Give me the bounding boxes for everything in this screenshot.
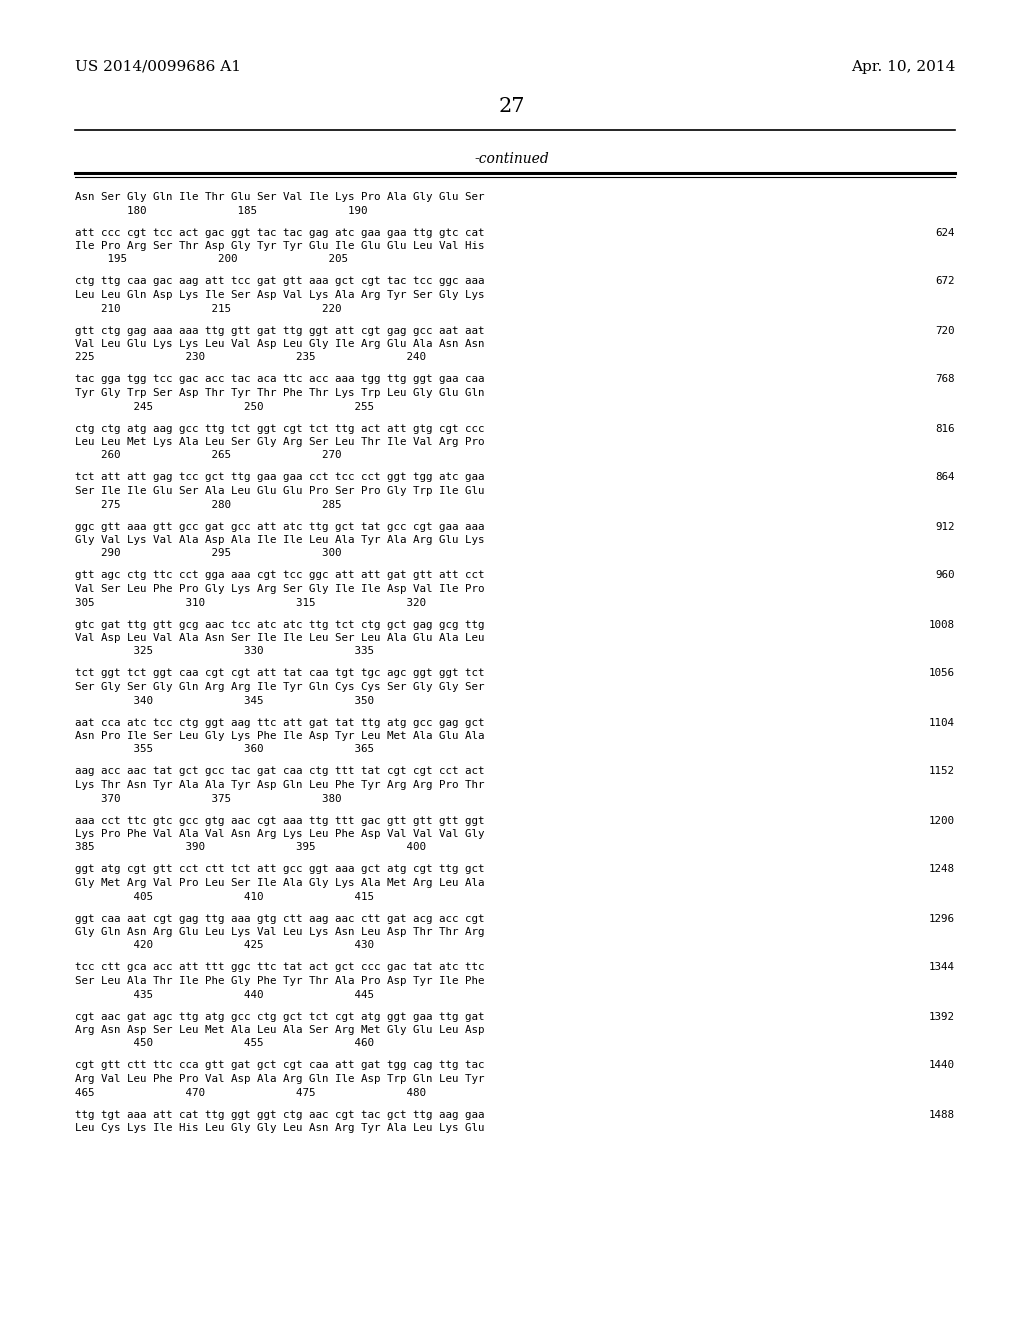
- Text: 290              295              300: 290 295 300: [75, 549, 341, 558]
- Text: 450              455              460: 450 455 460: [75, 1039, 374, 1048]
- Text: 275              280              285: 275 280 285: [75, 499, 341, 510]
- Text: ctg ttg caa gac aag att tcc gat gtt aaa gct cgt tac tcc ggc aaa: ctg ttg caa gac aag att tcc gat gtt aaa …: [75, 276, 484, 286]
- Text: 864: 864: [936, 473, 955, 483]
- Text: 465              470              475              480: 465 470 475 480: [75, 1088, 426, 1097]
- Text: 768: 768: [936, 375, 955, 384]
- Text: 1008: 1008: [929, 619, 955, 630]
- Text: 340              345              350: 340 345 350: [75, 696, 374, 705]
- Text: att ccc cgt tcc act gac ggt tac tac gag atc gaa gaa ttg gtc cat: att ccc cgt tcc act gac ggt tac tac gag …: [75, 227, 484, 238]
- Text: ctg ctg atg aag gcc ttg tct ggt cgt tct ttg act att gtg cgt ccc: ctg ctg atg aag gcc ttg tct ggt cgt tct …: [75, 424, 484, 433]
- Text: 27: 27: [499, 96, 525, 116]
- Text: 405              410              415: 405 410 415: [75, 891, 374, 902]
- Text: Arg Asn Asp Ser Leu Met Ala Leu Ala Ser Arg Met Gly Glu Leu Asp: Arg Asn Asp Ser Leu Met Ala Leu Ala Ser …: [75, 1026, 484, 1035]
- Text: 816: 816: [936, 424, 955, 433]
- Text: gtt ctg gag aaa aaa ttg gtt gat ttg ggt att cgt gag gcc aat aat: gtt ctg gag aaa aaa ttg gtt gat ttg ggt …: [75, 326, 484, 335]
- Text: 1440: 1440: [929, 1060, 955, 1071]
- Text: Gly Val Lys Val Ala Asp Ala Ile Ile Leu Ala Tyr Ala Arg Glu Lys: Gly Val Lys Val Ala Asp Ala Ile Ile Leu …: [75, 535, 484, 545]
- Text: Lys Pro Phe Val Ala Val Asn Arg Lys Leu Phe Asp Val Val Val Gly: Lys Pro Phe Val Ala Val Asn Arg Lys Leu …: [75, 829, 484, 840]
- Text: ggt atg cgt gtt cct ctt tct att gcc ggt aaa gct atg cgt ttg gct: ggt atg cgt gtt cct ctt tct att gcc ggt …: [75, 865, 484, 874]
- Text: tac gga tgg tcc gac acc tac aca ttc acc aaa tgg ttg ggt gaa caa: tac gga tgg tcc gac acc tac aca ttc acc …: [75, 375, 484, 384]
- Text: 210              215              220: 210 215 220: [75, 304, 341, 314]
- Text: 1488: 1488: [929, 1110, 955, 1119]
- Text: 180              185              190: 180 185 190: [75, 206, 368, 215]
- Text: Asn Ser Gly Gln Ile Thr Glu Ser Val Ile Lys Pro Ala Gly Glu Ser: Asn Ser Gly Gln Ile Thr Glu Ser Val Ile …: [75, 191, 484, 202]
- Text: Leu Leu Met Lys Ala Leu Ser Gly Arg Ser Leu Thr Ile Val Arg Pro: Leu Leu Met Lys Ala Leu Ser Gly Arg Ser …: [75, 437, 484, 447]
- Text: 420              425              430: 420 425 430: [75, 940, 374, 950]
- Text: ttg tgt aaa att cat ttg ggt ggt ctg aac cgt tac gct ttg aag gaa: ttg tgt aaa att cat ttg ggt ggt ctg aac …: [75, 1110, 484, 1119]
- Text: 672: 672: [936, 276, 955, 286]
- Text: cgt gtt ctt ttc cca gtt gat gct cgt caa att gat tgg cag ttg tac: cgt gtt ctt ttc cca gtt gat gct cgt caa …: [75, 1060, 484, 1071]
- Text: US 2014/0099686 A1: US 2014/0099686 A1: [75, 59, 241, 74]
- Text: 305              310              315              320: 305 310 315 320: [75, 598, 426, 607]
- Text: aat cca atc tcc ctg ggt aag ttc att gat tat ttg atg gcc gag gct: aat cca atc tcc ctg ggt aag ttc att gat …: [75, 718, 484, 727]
- Text: tct att att gag tcc gct ttg gaa gaa cct tcc cct ggt tgg atc gaa: tct att att gag tcc gct ttg gaa gaa cct …: [75, 473, 484, 483]
- Text: 1392: 1392: [929, 1011, 955, 1022]
- Text: Ser Leu Ala Thr Ile Phe Gly Phe Tyr Thr Ala Pro Asp Tyr Ile Phe: Ser Leu Ala Thr Ile Phe Gly Phe Tyr Thr …: [75, 975, 484, 986]
- Text: 624: 624: [936, 227, 955, 238]
- Text: 195              200              205: 195 200 205: [75, 255, 348, 264]
- Text: 1344: 1344: [929, 962, 955, 973]
- Text: 1104: 1104: [929, 718, 955, 727]
- Text: ggt caa aat cgt gag ttg aaa gtg ctt aag aac ctt gat acg acc cgt: ggt caa aat cgt gag ttg aaa gtg ctt aag …: [75, 913, 484, 924]
- Text: Lys Thr Asn Tyr Ala Ala Tyr Asp Gln Leu Phe Tyr Arg Arg Pro Thr: Lys Thr Asn Tyr Ala Ala Tyr Asp Gln Leu …: [75, 780, 484, 789]
- Text: Leu Cys Lys Ile His Leu Gly Gly Leu Asn Arg Tyr Ala Leu Lys Glu: Leu Cys Lys Ile His Leu Gly Gly Leu Asn …: [75, 1123, 484, 1133]
- Text: cgt aac gat agc ttg atg gcc ctg gct tct cgt atg ggt gaa ttg gat: cgt aac gat agc ttg atg gcc ctg gct tct …: [75, 1011, 484, 1022]
- Text: gtc gat ttg gtt gcg aac tcc atc atc ttg tct ctg gct gag gcg ttg: gtc gat ttg gtt gcg aac tcc atc atc ttg …: [75, 619, 484, 630]
- Text: Apr. 10, 2014: Apr. 10, 2014: [851, 59, 955, 74]
- Text: Gly Gln Asn Arg Glu Leu Lys Val Leu Lys Asn Leu Asp Thr Thr Arg: Gly Gln Asn Arg Glu Leu Lys Val Leu Lys …: [75, 927, 484, 937]
- Text: 325              330              335: 325 330 335: [75, 647, 374, 656]
- Text: ggc gtt aaa gtt gcc gat gcc att atc ttg gct tat gcc cgt gaa aaa: ggc gtt aaa gtt gcc gat gcc att atc ttg …: [75, 521, 484, 532]
- Text: 1056: 1056: [929, 668, 955, 678]
- Text: Leu Leu Gln Asp Lys Ile Ser Asp Val Lys Ala Arg Tyr Ser Gly Lys: Leu Leu Gln Asp Lys Ile Ser Asp Val Lys …: [75, 290, 484, 300]
- Text: Val Asp Leu Val Ala Asn Ser Ile Ile Leu Ser Leu Ala Glu Ala Leu: Val Asp Leu Val Ala Asn Ser Ile Ile Leu …: [75, 634, 484, 643]
- Text: aaa cct ttc gtc gcc gtg aac cgt aaa ttg ttt gac gtt gtt gtt ggt: aaa cct ttc gtc gcc gtg aac cgt aaa ttg …: [75, 816, 484, 825]
- Text: Arg Val Leu Phe Pro Val Asp Ala Arg Gln Ile Asp Trp Gln Leu Tyr: Arg Val Leu Phe Pro Val Asp Ala Arg Gln …: [75, 1074, 484, 1084]
- Text: 1200: 1200: [929, 816, 955, 825]
- Text: aag acc aac tat gct gcc tac gat caa ctg ttt tat cgt cgt cct act: aag acc aac tat gct gcc tac gat caa ctg …: [75, 767, 484, 776]
- Text: 355              360              365: 355 360 365: [75, 744, 374, 755]
- Text: 225              230              235              240: 225 230 235 240: [75, 352, 426, 363]
- Text: 960: 960: [936, 570, 955, 581]
- Text: 370              375              380: 370 375 380: [75, 793, 341, 804]
- Text: 1152: 1152: [929, 767, 955, 776]
- Text: tct ggt tct ggt caa cgt cgt att tat caa tgt tgc agc ggt ggt tct: tct ggt tct ggt caa cgt cgt att tat caa …: [75, 668, 484, 678]
- Text: Ile Pro Arg Ser Thr Asp Gly Tyr Tyr Glu Ile Glu Glu Leu Val His: Ile Pro Arg Ser Thr Asp Gly Tyr Tyr Glu …: [75, 242, 484, 251]
- Text: Ser Gly Ser Gly Gln Arg Arg Ile Tyr Gln Cys Cys Ser Gly Gly Ser: Ser Gly Ser Gly Gln Arg Arg Ile Tyr Gln …: [75, 682, 484, 692]
- Text: Asn Pro Ile Ser Leu Gly Lys Phe Ile Asp Tyr Leu Met Ala Glu Ala: Asn Pro Ile Ser Leu Gly Lys Phe Ile Asp …: [75, 731, 484, 741]
- Text: Gly Met Arg Val Pro Leu Ser Ile Ala Gly Lys Ala Met Arg Leu Ala: Gly Met Arg Val Pro Leu Ser Ile Ala Gly …: [75, 878, 484, 888]
- Text: -continued: -continued: [475, 152, 549, 166]
- Text: 1248: 1248: [929, 865, 955, 874]
- Text: tcc ctt gca acc att ttt ggc ttc tat act gct ccc gac tat atc ttc: tcc ctt gca acc att ttt ggc ttc tat act …: [75, 962, 484, 973]
- Text: 260              265              270: 260 265 270: [75, 450, 341, 461]
- Text: 245              250              255: 245 250 255: [75, 401, 374, 412]
- Text: 720: 720: [936, 326, 955, 335]
- Text: Val Leu Glu Lys Lys Leu Val Asp Leu Gly Ile Arg Glu Ala Asn Asn: Val Leu Glu Lys Lys Leu Val Asp Leu Gly …: [75, 339, 484, 348]
- Text: 435              440              445: 435 440 445: [75, 990, 374, 999]
- Text: Val Ser Leu Phe Pro Gly Lys Arg Ser Gly Ile Ile Asp Val Ile Pro: Val Ser Leu Phe Pro Gly Lys Arg Ser Gly …: [75, 583, 484, 594]
- Text: 1296: 1296: [929, 913, 955, 924]
- Text: Ser Ile Ile Glu Ser Ala Leu Glu Glu Pro Ser Pro Gly Trp Ile Glu: Ser Ile Ile Glu Ser Ala Leu Glu Glu Pro …: [75, 486, 484, 496]
- Text: 912: 912: [936, 521, 955, 532]
- Text: Tyr Gly Trp Ser Asp Thr Tyr Thr Phe Thr Lys Trp Leu Gly Glu Gln: Tyr Gly Trp Ser Asp Thr Tyr Thr Phe Thr …: [75, 388, 484, 399]
- Text: 385              390              395              400: 385 390 395 400: [75, 842, 426, 853]
- Text: gtt agc ctg ttc cct gga aaa cgt tcc ggc att att gat gtt att cct: gtt agc ctg ttc cct gga aaa cgt tcc ggc …: [75, 570, 484, 581]
